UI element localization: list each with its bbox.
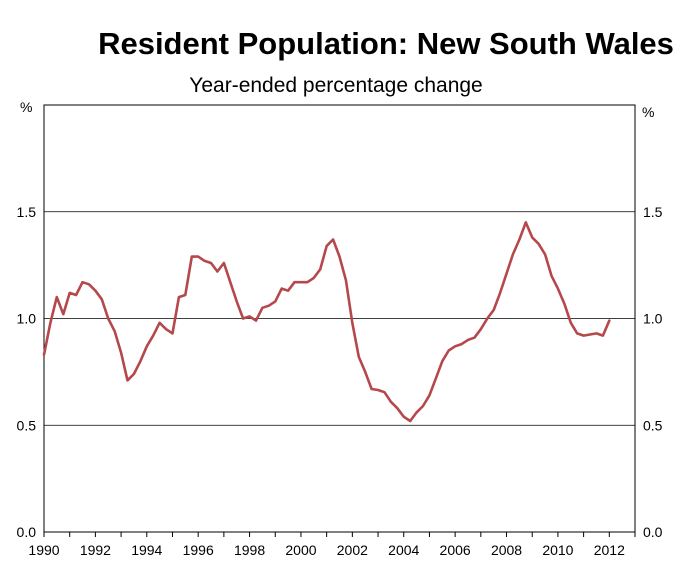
series-line (42, 221, 611, 423)
y-unit-right: % (642, 104, 654, 120)
x-tick-label: 1998 (234, 542, 265, 558)
x-tick-marks: 1990 1992 1994 1996 1998 2000 2002 2004 2006 2008… (28, 532, 636, 558)
y-unit-left: % (20, 99, 32, 115)
x-tick-label: 2012 (594, 542, 625, 558)
series-group (42, 221, 611, 423)
x-tick-label: 2010 (542, 542, 573, 558)
plot-frame (43, 104, 636, 533)
plot-border (43, 104, 636, 533)
y-tick-label-right: 0.5 (643, 417, 663, 433)
x-tick-label: 1994 (131, 542, 162, 558)
x-tick-label: 2006 (440, 542, 471, 558)
y-tick-label-right: 1.5 (643, 204, 663, 220)
y-tick-label-left: 0.0 (17, 524, 37, 540)
x-tick-label: 2004 (388, 542, 419, 558)
x-tick-label: 1996 (183, 542, 214, 558)
x-tick-label: 2000 (285, 542, 316, 558)
y-tick-label-left: 1.5 (17, 204, 37, 220)
x-tick-label: 2008 (491, 542, 522, 558)
y-tick-label-left: 1.0 (17, 311, 37, 327)
y-tick-label-right: 1.0 (643, 311, 663, 327)
y-tick-label-left: 0.5 (17, 417, 37, 433)
y-tick-labels: 0.0 0.0 0.5 0.5 1.0 1.0 1.5 1.5 (17, 204, 663, 540)
x-tick-label: 1990 (28, 542, 59, 558)
x-tick-label: 2002 (337, 542, 368, 558)
y-tick-label-right: 0.0 (643, 524, 663, 540)
gridlines (44, 211, 635, 426)
x-tick-label: 1992 (80, 542, 111, 558)
chart-subtitle: Year-ended percentage change (189, 74, 482, 97)
chart-title: Resident Population: New South Wales (98, 26, 674, 61)
